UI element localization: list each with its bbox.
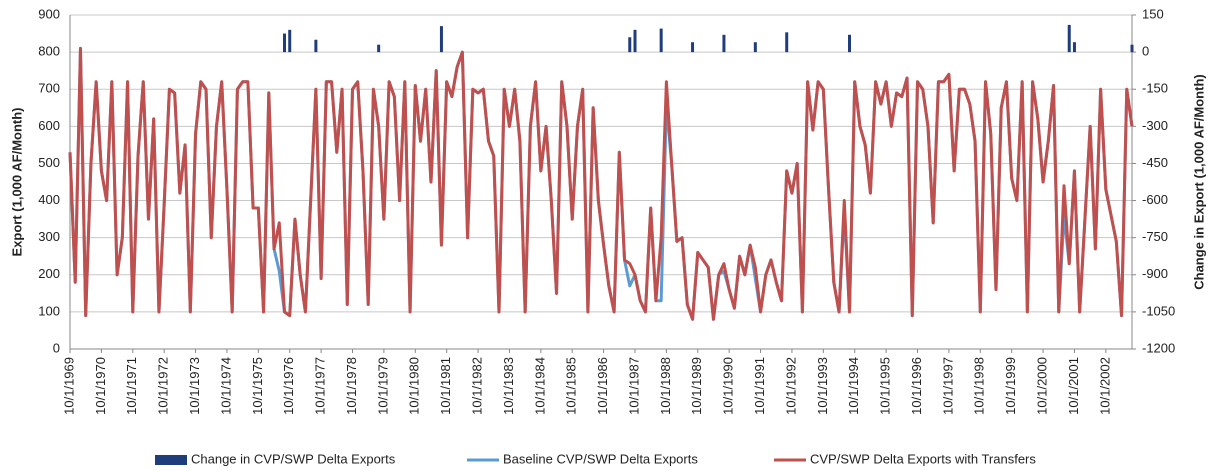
y2-tick-label: -900 — [1142, 266, 1168, 281]
y-tick-label: 500 — [38, 155, 60, 170]
y-tick-label: 800 — [38, 44, 60, 59]
y-tick-label: 600 — [38, 118, 60, 133]
legend-label: Baseline CVP/SWP Delta Exports — [503, 451, 698, 466]
x-tick-label: 10/1/1974 — [218, 357, 233, 415]
x-tick-label: 10/1/1988 — [658, 357, 673, 415]
x-tick-label: 10/1/1991 — [752, 357, 767, 415]
x-tick-label: 10/1/1973 — [187, 357, 202, 415]
y-tick-label: 700 — [38, 81, 60, 96]
x-tick-label: 10/1/1989 — [689, 357, 704, 415]
y2-axis-title: Change in Export (1,000 AF/Month) — [1191, 74, 1206, 289]
bar — [282, 33, 286, 53]
x-tick-label: 10/1/1983 — [501, 357, 516, 415]
y-tick-label: 900 — [38, 6, 60, 21]
bar — [659, 28, 663, 53]
x-tick-label: 10/1/1977 — [313, 357, 328, 415]
x-tick-label: 10/1/1981 — [438, 357, 453, 415]
x-tick-label: 10/1/2002 — [1097, 357, 1112, 415]
x-tick-label: 10/1/1987 — [626, 357, 641, 415]
bar — [377, 44, 381, 53]
y2-tick-label: -1050 — [1142, 303, 1175, 318]
x-tick-label: 10/1/2000 — [1035, 357, 1050, 415]
legend-label: Change in CVP/SWP Delta Exports — [191, 451, 396, 466]
x-tick-label: 10/1/1999 — [1003, 357, 1018, 415]
legend-swatch — [155, 455, 187, 465]
x-tick-label: 10/1/1994 — [846, 357, 861, 415]
y2-tick-label: -300 — [1142, 118, 1168, 133]
bar — [691, 42, 695, 53]
bar — [1067, 24, 1071, 53]
y-tick-label: 200 — [38, 266, 60, 281]
bar — [628, 37, 632, 53]
x-tick-label: 10/1/1972 — [156, 357, 171, 415]
bar — [1130, 44, 1134, 53]
line — [68, 46, 1134, 321]
y-tick-label: 300 — [38, 229, 60, 244]
x-tick-label: 10/1/1986 — [595, 357, 610, 415]
bar — [722, 34, 726, 53]
y2-tick-label: -450 — [1142, 155, 1168, 170]
x-tick-label: 10/1/2001 — [1066, 357, 1081, 415]
x-tick-label: 10/1/1984 — [532, 357, 547, 415]
bar — [314, 39, 318, 53]
x-tick-label: 10/1/1971 — [124, 357, 139, 415]
x-tick-label: 10/1/1976 — [281, 357, 296, 415]
x-tick-label: 10/1/1969 — [61, 357, 76, 415]
y2-tick-label: -750 — [1142, 229, 1168, 244]
bar — [753, 42, 757, 53]
y2-tick-label: -150 — [1142, 81, 1168, 96]
x-tick-label: 10/1/1975 — [250, 357, 265, 415]
x-tick-label: 10/1/1996 — [909, 357, 924, 415]
y-tick-label: 0 — [53, 340, 60, 355]
x-tick-label: 10/1/1998 — [972, 357, 987, 415]
legend-label: CVP/SWP Delta Exports with Transfers — [810, 451, 1036, 466]
bar — [785, 32, 789, 53]
x-tick-label: 10/1/1995 — [878, 357, 893, 415]
x-tick-label: 10/1/1997 — [940, 357, 955, 415]
x-tick-label: 10/1/1970 — [93, 357, 108, 415]
y2-tick-label: 0 — [1142, 44, 1149, 59]
y2-tick-label: 150 — [1142, 6, 1164, 21]
y-axis-title: Export (1,000 AF/Month) — [9, 107, 24, 256]
x-tick-label: 10/1/1980 — [407, 357, 422, 415]
bar — [439, 26, 443, 53]
x-tick-label: 10/1/1978 — [344, 357, 359, 415]
y-tick-label: 400 — [38, 192, 60, 207]
x-tick-label: 10/1/1992 — [783, 357, 798, 415]
bar — [847, 34, 851, 53]
x-tick-label: 10/1/1993 — [815, 357, 830, 415]
y2-tick-label: -1200 — [1142, 340, 1175, 355]
x-tick-label: 10/1/1979 — [375, 357, 390, 415]
x-tick-label: 10/1/1990 — [721, 357, 736, 415]
y2-tick-label: -600 — [1142, 192, 1168, 207]
y-tick-label: 100 — [38, 303, 60, 318]
x-tick-label: 10/1/1982 — [469, 357, 484, 415]
bar — [288, 29, 292, 53]
x-tick-label: 10/1/1985 — [564, 357, 579, 415]
bar — [1072, 42, 1076, 53]
bar — [633, 29, 637, 53]
